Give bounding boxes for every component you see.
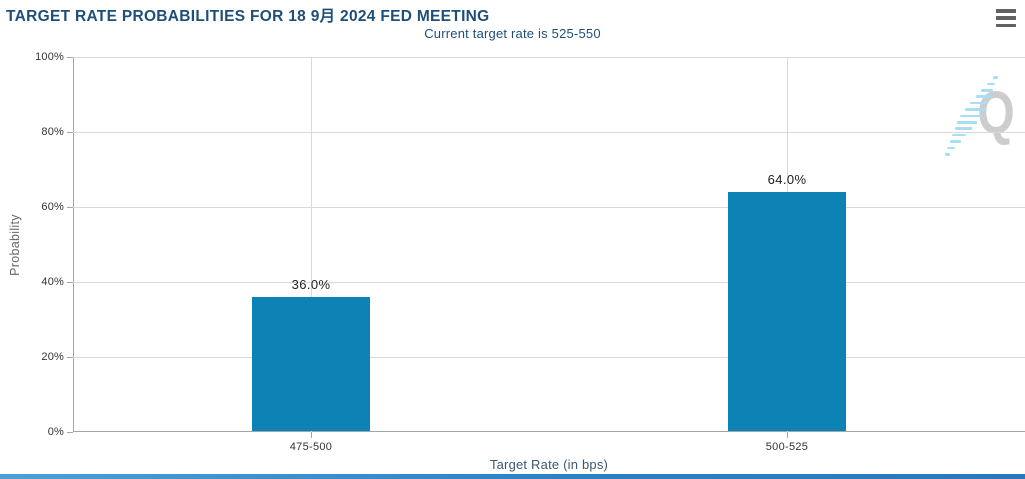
watermark-stripe xyxy=(944,153,950,156)
watermark-stripe xyxy=(957,121,977,124)
watermark-stripe xyxy=(949,140,961,143)
y-axis-title: Probability xyxy=(8,213,23,276)
y-axis-tick xyxy=(67,357,73,358)
probability-bar[interactable] xyxy=(252,297,370,431)
hamburger-menu-icon xyxy=(996,16,1016,20)
y-axis-tick-label: 20% xyxy=(41,351,64,363)
y-gridline xyxy=(73,282,1025,283)
y-axis-tick-label: 0% xyxy=(47,426,64,438)
y-gridline xyxy=(73,357,1025,358)
y-axis-tick-label: 100% xyxy=(35,51,64,63)
watermark-stripe xyxy=(975,95,991,98)
watermark-stripe xyxy=(959,114,983,118)
plot-area: Q xyxy=(73,57,1025,432)
y-gridline xyxy=(73,132,1025,133)
chart-title: TARGET RATE PROBABILITIES FOR 18 9月 2024… xyxy=(6,8,490,25)
bottom-edge-bar xyxy=(0,474,1025,479)
chart-subtitle: Current target rate is 525-550 xyxy=(424,26,601,41)
x-axis-title: Target Rate (in bps) xyxy=(489,457,609,472)
y-axis-tick xyxy=(67,282,73,283)
y-axis-tick-label: 60% xyxy=(41,201,64,213)
y-axis-tick-label: 80% xyxy=(41,126,64,138)
hamburger-menu-icon xyxy=(996,9,1016,13)
probability-bar[interactable] xyxy=(728,192,846,431)
x-axis-tick xyxy=(787,432,788,438)
y-axis-tick xyxy=(67,432,73,433)
watermark-stripe xyxy=(970,101,988,105)
bar-data-label: 36.0% xyxy=(291,277,331,292)
x-axis-tick-label: 500-525 xyxy=(765,441,809,453)
y-gridline xyxy=(73,207,1025,208)
watermark-stripe xyxy=(952,133,966,137)
watermark-stripe xyxy=(954,127,972,130)
y-axis-tick xyxy=(67,132,73,133)
hamburger-menu-icon xyxy=(996,23,1016,27)
watermark-stripe xyxy=(947,146,955,150)
bar-data-label: 64.0% xyxy=(767,172,807,187)
y-gridline xyxy=(73,57,1025,58)
chart-context-menu-button[interactable] xyxy=(993,7,1019,29)
x-axis-tick-label: 475-500 xyxy=(289,441,333,453)
y-axis-tick xyxy=(67,57,73,58)
watermark-stripe xyxy=(992,76,998,79)
watermark-stripe xyxy=(964,108,986,111)
watermark-stripe xyxy=(981,89,993,92)
y-axis-tick xyxy=(67,207,73,208)
watermark-stripe xyxy=(987,82,995,86)
y-axis-tick-label: 40% xyxy=(41,276,64,288)
x-axis-tick xyxy=(311,432,312,438)
quikstrike-watermark: Q xyxy=(937,71,1021,163)
x-gridline xyxy=(311,57,312,432)
